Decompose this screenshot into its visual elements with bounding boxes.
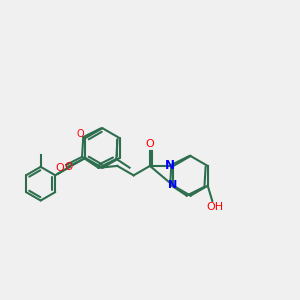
Text: O: O <box>65 162 73 172</box>
Text: O: O <box>146 139 154 149</box>
Text: O: O <box>56 163 64 173</box>
Text: OH: OH <box>206 202 223 212</box>
Text: N: N <box>165 159 175 172</box>
Text: O: O <box>76 129 84 139</box>
Text: N: N <box>168 180 177 190</box>
